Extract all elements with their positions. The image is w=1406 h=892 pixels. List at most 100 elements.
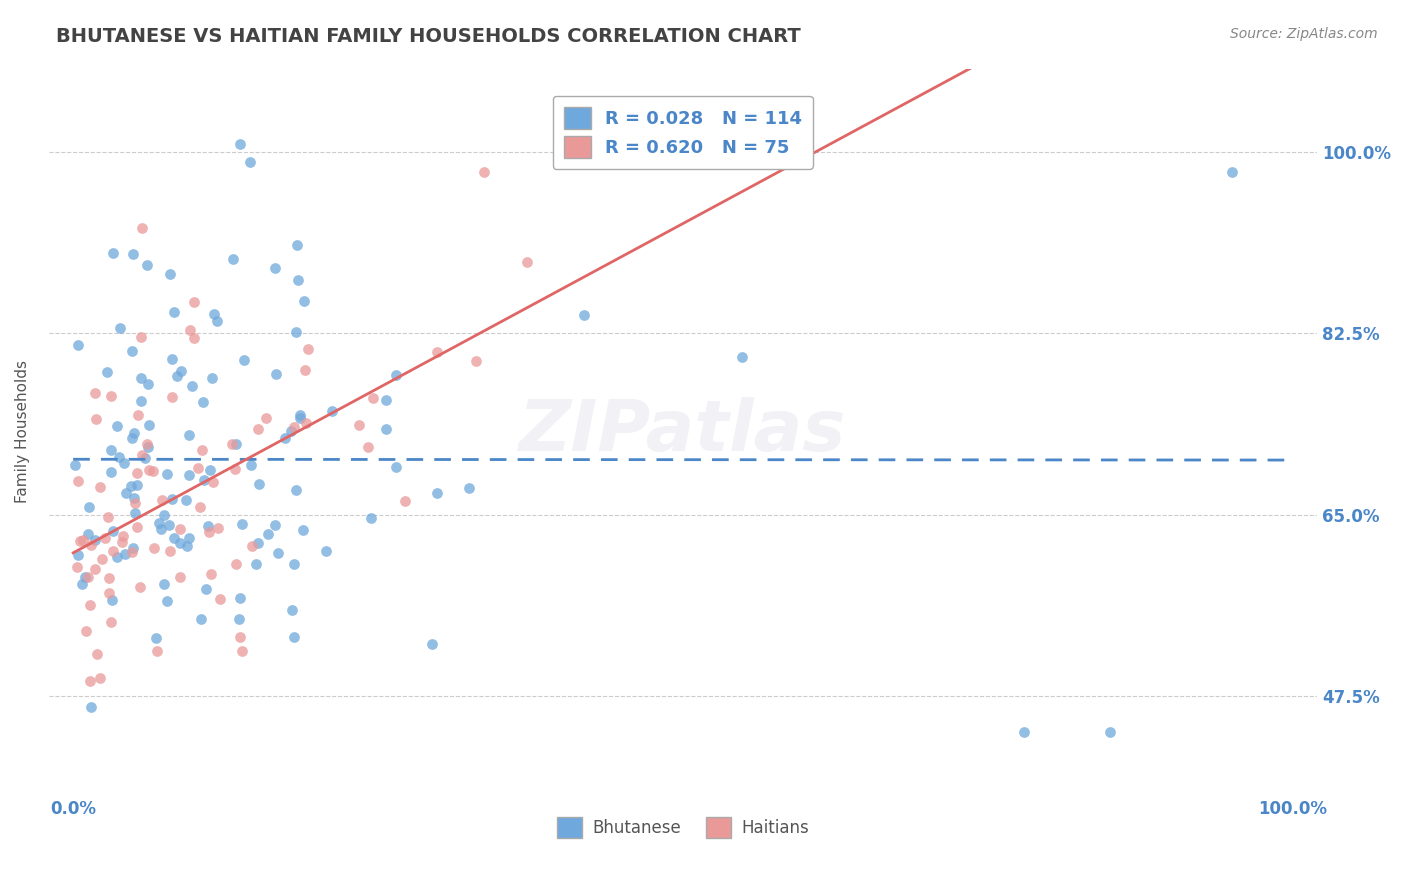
Point — [187, 460, 209, 475]
Point — [193, 473, 215, 487]
Point — [285, 238, 308, 252]
Point — [105, 419, 128, 434]
Point — [288, 408, 311, 422]
Point — [134, 450, 156, 465]
Point — [176, 539, 198, 553]
Point — [200, 567, 222, 582]
Point — [516, 255, 538, 269]
Point — [394, 494, 416, 508]
Point — [94, 531, 117, 545]
Point — [100, 466, 122, 480]
Point — [207, 314, 229, 328]
Point — [357, 440, 380, 454]
Point — [731, 350, 754, 364]
Point — [70, 577, 93, 591]
Point — [89, 671, 111, 685]
Point — [101, 544, 124, 558]
Point — [292, 293, 315, 308]
Point — [221, 252, 243, 266]
Point — [191, 442, 214, 457]
Point — [67, 474, 90, 488]
Point — [90, 551, 112, 566]
Point — [266, 546, 288, 560]
Point — [66, 559, 89, 574]
Point — [375, 422, 398, 436]
Point — [420, 637, 443, 651]
Point — [125, 477, 148, 491]
Point — [287, 273, 309, 287]
Point — [347, 417, 370, 432]
Point — [198, 524, 221, 539]
Point — [294, 362, 316, 376]
Point — [66, 338, 89, 352]
Point — [138, 417, 160, 432]
Point — [188, 500, 211, 514]
Point — [84, 533, 107, 547]
Point — [228, 612, 250, 626]
Point — [66, 549, 89, 563]
Point — [457, 481, 479, 495]
Point — [264, 260, 287, 275]
Point — [157, 518, 180, 533]
Point — [198, 463, 221, 477]
Point — [160, 352, 183, 367]
Point — [142, 541, 165, 555]
Y-axis label: Family Households: Family Households — [15, 360, 30, 503]
Point — [159, 544, 181, 558]
Point — [297, 343, 319, 357]
Point — [315, 544, 337, 558]
Point — [101, 246, 124, 260]
Point — [179, 428, 201, 442]
Point — [142, 464, 165, 478]
Point — [202, 307, 225, 321]
Point — [472, 165, 495, 179]
Point — [75, 570, 97, 584]
Point — [136, 440, 159, 454]
Point — [125, 520, 148, 534]
Point — [84, 562, 107, 576]
Point — [77, 500, 100, 515]
Point — [360, 510, 382, 524]
Point — [1014, 725, 1036, 739]
Point — [100, 615, 122, 629]
Point — [1220, 165, 1243, 179]
Point — [111, 535, 134, 549]
Point — [75, 624, 97, 639]
Point — [150, 493, 173, 508]
Point — [136, 377, 159, 392]
Point — [273, 431, 295, 445]
Point — [291, 523, 314, 537]
Point — [131, 221, 153, 235]
Point — [385, 459, 408, 474]
Point — [127, 408, 149, 422]
Point — [240, 458, 263, 473]
Point — [201, 475, 224, 489]
Point — [152, 508, 174, 522]
Text: Source: ZipAtlas.com: Source: ZipAtlas.com — [1230, 27, 1378, 41]
Point — [233, 353, 256, 368]
Point — [96, 365, 118, 379]
Point — [131, 448, 153, 462]
Point — [122, 247, 145, 261]
Text: BHUTANESE VS HAITIAN FAMILY HOUSEHOLDS CORRELATION CHART: BHUTANESE VS HAITIAN FAMILY HOUSEHOLDS C… — [56, 27, 801, 45]
Point — [228, 630, 250, 644]
Point — [374, 392, 396, 407]
Point — [163, 531, 186, 545]
Point — [283, 630, 305, 644]
Point — [108, 450, 131, 464]
Point — [129, 329, 152, 343]
Point — [129, 394, 152, 409]
Point — [169, 536, 191, 550]
Point — [229, 591, 252, 606]
Point — [69, 533, 91, 548]
Point — [231, 643, 253, 657]
Point — [156, 467, 179, 482]
Point — [105, 549, 128, 564]
Point — [121, 544, 143, 558]
Point — [283, 558, 305, 572]
Point — [240, 539, 263, 553]
Point — [174, 493, 197, 508]
Point — [121, 343, 143, 358]
Point — [122, 425, 145, 440]
Point — [145, 631, 167, 645]
